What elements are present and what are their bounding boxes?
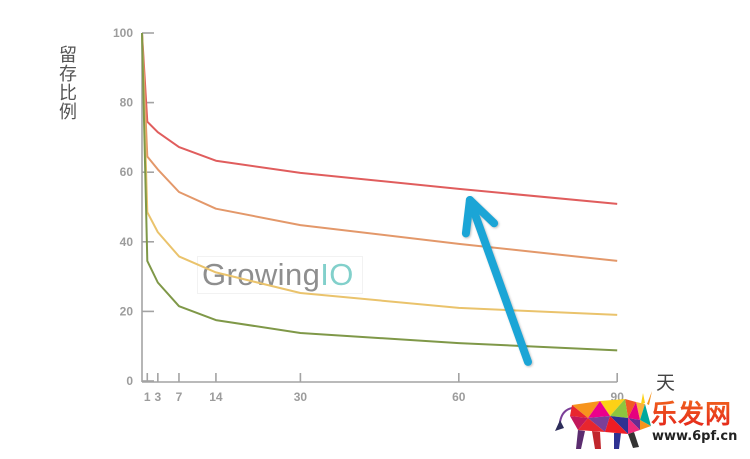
arrow-annotation: [461, 196, 532, 366]
series-line-yellow: [141, 32, 618, 316]
growingio-watermark: GrowingIO: [197, 256, 363, 294]
x-tick-label: 3: [154, 390, 161, 404]
y-tick-label: 100: [113, 26, 133, 40]
site-logo: 乐发网 www.6pf.cn: [546, 386, 750, 459]
site-logo-name: 乐发网: [651, 394, 732, 431]
series-line-green: [141, 32, 618, 352]
y-tick-label: 80: [120, 96, 134, 110]
y-tick-label: 40: [120, 235, 134, 249]
site-logo-url: www.6pf.cn: [652, 429, 738, 444]
series-line-orange: [141, 32, 618, 262]
x-tick-label: 1: [144, 390, 151, 404]
series-lines: [141, 32, 618, 352]
arrow-shaft: [465, 196, 532, 366]
x-tick-label: 30: [294, 390, 308, 404]
x-axis-label: 天: [656, 372, 676, 394]
series-line-red: [141, 32, 618, 205]
watermark-text-io: IO: [320, 257, 354, 292]
x-tick-label: 60: [452, 390, 466, 404]
bull-logo-icon: [555, 391, 652, 449]
y-tick-label: 0: [126, 374, 133, 388]
y-tick-label: 20: [120, 304, 134, 318]
x-tick-label: 14: [209, 390, 223, 404]
y-axis-label: 留存比例: [56, 45, 77, 121]
x-tick-label: 7: [176, 390, 183, 404]
arrow-head-icon: [461, 196, 499, 238]
y-tick-label: 60: [120, 165, 134, 179]
